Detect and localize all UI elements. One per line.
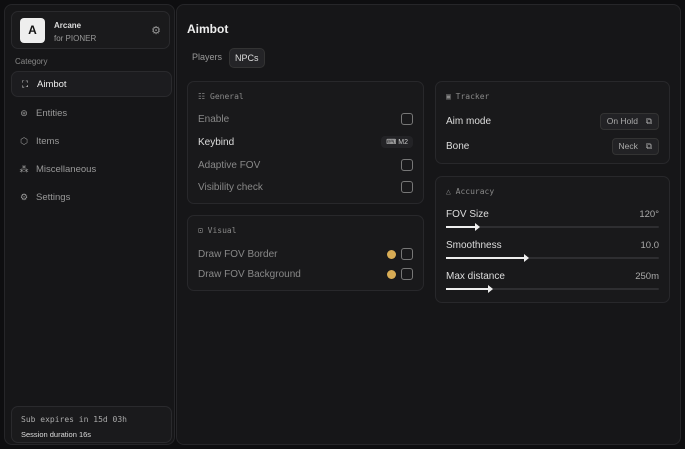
category-label: Category — [15, 57, 48, 66]
keybind-button[interactable]: ⌨ M2 — [381, 136, 413, 148]
adaptive-fov-row: Adaptive FOV — [198, 157, 413, 173]
sidebar-item-items[interactable]: ⬡ Items — [11, 128, 172, 154]
sidebar-item-settings[interactable]: ⚙ Settings — [11, 184, 172, 210]
slider-label: FOV Size — [446, 208, 489, 220]
entities-icon: ⊛ — [20, 107, 28, 118]
eye-icon: ⊡ — [198, 226, 208, 235]
sidebar: A Arcane for PIONER ⚙ Category ⛶ Aimbot ⊛… — [4, 4, 175, 445]
slider-value: 120° — [639, 208, 659, 220]
draw-background-checkbox[interactable] — [401, 268, 413, 280]
sidebar-item-aimbot[interactable]: ⛶ Aimbot — [11, 71, 172, 97]
sidebar-item-label: Miscellaneous — [36, 163, 97, 175]
select-icon: ⧉ — [645, 115, 652, 126]
aim-mode-select[interactable]: On Hold ⧉ — [599, 112, 659, 130]
subscription-card: Sub expires in 15d 03h Session duration … — [11, 406, 172, 443]
visual-card: ⊡ Visual Draw FOV Border Draw FOV Backgr… — [187, 215, 424, 291]
slider-thumb[interactable] — [487, 285, 493, 293]
select-icon: ⧉ — [645, 140, 652, 151]
slider-label: Smoothness — [446, 239, 502, 251]
cube-icon: ⬡ — [20, 135, 28, 146]
slider-track[interactable] — [446, 223, 659, 231]
triangle-icon: △ — [446, 187, 456, 196]
brand-logo: A — [20, 18, 45, 43]
slider-label: Max distance — [446, 270, 505, 282]
keybind-row: Keybind ⌨ M2 — [198, 134, 413, 150]
tabs: Players NPCs — [187, 48, 265, 68]
slider-row: FOV Size 120° — [446, 206, 659, 222]
subscription-expiry: Sub expires in 15d 03h — [21, 415, 127, 424]
draw-border-row: Draw FOV Border — [198, 246, 413, 262]
aim-mode-row: Aim mode On Hold ⧉ — [446, 112, 659, 130]
slider-thumb[interactable] — [523, 254, 529, 262]
slider-row: Smoothness 10.0 — [446, 237, 659, 253]
slider-fill — [446, 226, 478, 228]
sidebar-item-miscellaneous[interactable]: ⁂ Miscellaneous — [11, 156, 172, 182]
sidebar-item-label: Aimbot — [37, 78, 67, 90]
tab-npcs[interactable]: NPCs — [229, 48, 265, 68]
slider-row: Max distance 250m — [446, 268, 659, 284]
sidebar-item-label: Settings — [36, 191, 71, 203]
enable-row: Enable — [198, 111, 413, 127]
general-header: ☷ General — [198, 92, 244, 101]
list-icon: ☷ — [198, 92, 210, 101]
visibility-check-row: Visibility check — [198, 179, 413, 195]
session-duration: Session duration 16s — [21, 430, 92, 439]
brand-card: A Arcane for PIONER ⚙ — [11, 11, 170, 49]
visual-header: ⊡ Visual — [198, 226, 237, 235]
adaptive-fov-checkbox[interactable] — [401, 159, 413, 171]
slider-fill — [446, 288, 491, 290]
sidebar-item-label: Items — [36, 135, 60, 147]
general-card: ☷ General Enable Keybind ⌨ M2 Adaptive FO… — [187, 81, 424, 204]
bone-row: Bone Neck ⧉ — [446, 137, 659, 155]
keyboard-icon: ⌨ — [386, 139, 399, 146]
draw-border-checkbox[interactable] — [401, 248, 413, 260]
sidebar-item-entities[interactable]: ⊛ Entities — [11, 100, 172, 126]
slider-thumb[interactable] — [474, 223, 480, 231]
brand-subtitle: for PIONER — [54, 34, 97, 43]
accuracy-card: △ Accuracy FOV Size 120° Smoothness 10.0 M… — [435, 176, 670, 303]
slider-track[interactable] — [446, 285, 659, 293]
gear-icon[interactable]: ⚙ — [151, 25, 161, 37]
main-panel: Aimbot Players NPCs ☷ General Enable Key… — [176, 4, 681, 445]
tab-players[interactable]: Players — [192, 52, 223, 62]
slider-value: 10.0 — [640, 239, 660, 251]
accuracy-header: △ Accuracy — [446, 187, 495, 196]
bone-select[interactable]: Neck ⧉ — [611, 137, 659, 155]
slider-fill — [446, 257, 527, 259]
enable-checkbox[interactable] — [401, 113, 413, 125]
page-title: Aimbot — [187, 22, 229, 36]
misc-icon: ⁂ — [19, 163, 29, 174]
color-swatch[interactable] — [387, 249, 396, 259]
visibility-check-checkbox[interactable] — [401, 181, 413, 193]
draw-background-row: Draw FOV Background — [198, 266, 413, 282]
gear-icon: ⚙ — [19, 191, 29, 202]
crosshair-icon: ⛶ — [21, 78, 29, 89]
color-swatch[interactable] — [387, 269, 396, 279]
slider-value: 250m — [635, 270, 659, 282]
tracker-header: ▣ Tracker — [446, 92, 490, 101]
slider-track[interactable] — [446, 254, 659, 262]
tracker-card: ▣ Tracker Aim mode On Hold ⧉ Bone Neck ⧉ — [435, 81, 670, 164]
brand-name: Arcane — [54, 21, 82, 30]
tracker-icon: ▣ — [446, 92, 456, 101]
sidebar-item-label: Entities — [36, 107, 68, 119]
